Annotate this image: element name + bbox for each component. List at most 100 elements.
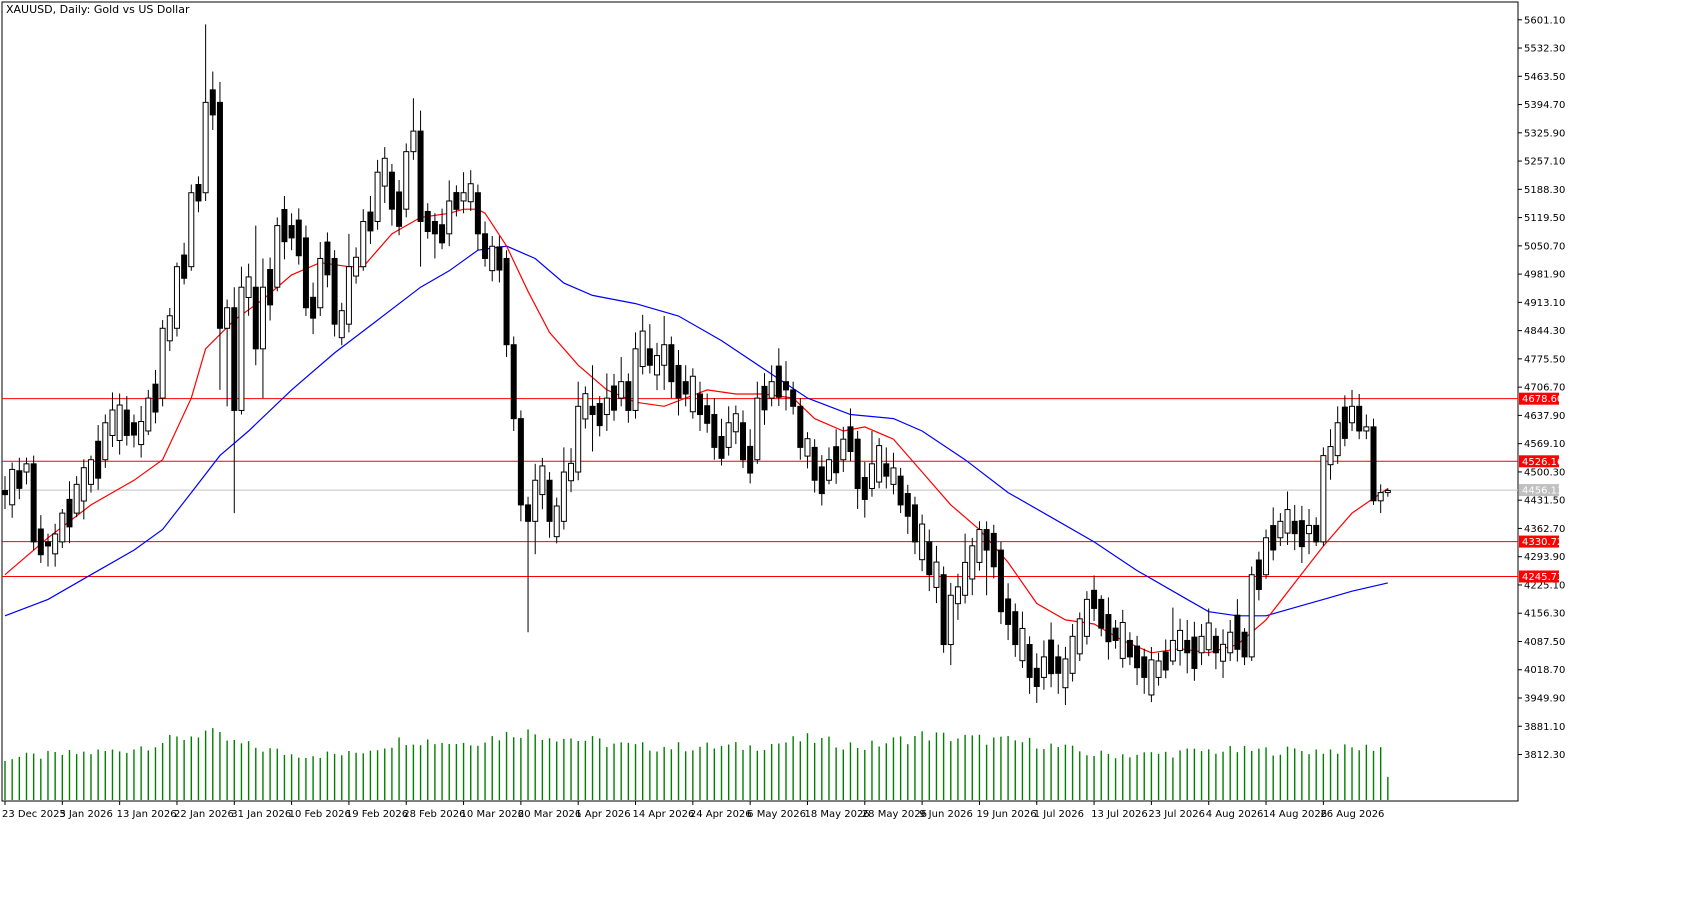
candle-bear [1048,639,1055,675]
candle-bull [274,225,281,288]
price-tick-label: 5325.90 [1524,128,1565,139]
candle-bear [496,246,503,271]
candle-bull [338,310,345,339]
price-tag-label: 4245.73 [1522,572,1563,583]
candle-bear [195,184,202,202]
candle-bear [1091,589,1098,609]
date-tick-label: 22 Jan 2026 [174,809,234,820]
date-tick-label: 13 Jan 2026 [117,809,177,820]
candle-bear [1234,614,1241,650]
price-tag-label: 4330.72 [1522,537,1563,548]
candle-bear [682,381,689,395]
candle-bear [1112,627,1119,641]
candle-bear [181,254,188,279]
price-tick-label: 5463.50 [1524,72,1565,83]
candle-bear [281,208,288,243]
date-tick-label: 20 Mar 2026 [518,809,581,820]
candle-bear [431,220,438,235]
candle-bear [589,405,596,416]
candle-bull [80,467,87,502]
candle-bull [732,413,739,433]
candle-bull [1327,446,1334,466]
candle-bull [259,286,266,350]
current-price-label: 4456.13 [1522,486,1563,497]
candle-bear [1370,426,1377,502]
candle-bear [940,574,947,646]
candle-bull [689,375,696,413]
price-tick-label: 4913.10 [1524,298,1565,309]
candle-bull [1349,405,1356,424]
candle-bear [367,211,374,232]
candle-bear [739,422,746,461]
candle-bear [1098,598,1105,629]
date-tick-label: 24 Apr 2026 [690,809,752,820]
candle-bull [1169,639,1176,662]
candle-bull [1334,422,1341,457]
date-tick-label: 1 Jul 2026 [1034,809,1084,820]
candle-bear [911,504,918,543]
candle-bear [718,435,725,459]
candle-bull [575,405,582,473]
candle-bear [1184,639,1191,654]
candle-bull [460,192,467,202]
candle-bull [166,315,173,342]
candle-bear [1126,639,1133,658]
price-tick-label: 4225.10 [1524,580,1565,591]
date-tick-label: 4 Aug 2026 [1206,809,1264,820]
candle-bull [1248,574,1255,658]
price-tick-label: 3812.30 [1524,750,1565,761]
candle-bull [1062,658,1069,689]
candle-bull [768,381,775,399]
candle-bear [302,237,309,309]
date-tick-label: 23 Dec 2025 [2,809,66,820]
candle-bull [532,479,539,522]
candle-bear [453,192,460,210]
candle-bear [1005,598,1012,625]
chart-title: XAUUSD, Daily: Gold vs US Dollar [6,3,190,16]
candle-bear [252,286,259,350]
plot-frame [1,1,1519,802]
candle-bull [403,151,410,210]
candle-bear [37,528,44,556]
price-tick-label: 4018.70 [1524,665,1565,676]
candle-bear [983,529,990,551]
candle-bear [95,440,102,479]
price-tick-label: 5119.50 [1524,213,1565,224]
price-tick-label: 4569.10 [1524,439,1565,450]
candle-bear [854,438,861,489]
price-tick-label: 5601.10 [1524,15,1565,26]
candle-bull [1306,524,1313,535]
candle-bear [668,344,675,383]
candle-bear [1191,636,1198,669]
candle-bear [482,233,489,259]
candle-bull [825,459,832,481]
date-tick-label: 14 Aug 2026 [1263,809,1327,820]
candle-bear [904,493,911,517]
candle-bull [1198,635,1205,654]
price-tick-label: 4431.50 [1524,496,1565,507]
candle-bear [1134,645,1141,669]
candle-bear [926,541,933,576]
date-tick-label: 31 Jan 2026 [231,809,291,820]
candle-bull [560,471,567,522]
candle-bear [1026,644,1033,678]
date-tick-label: 6 May 2026 [747,809,806,820]
date-tick-label: 18 May 2026 [804,809,869,820]
candle-bull [1363,426,1370,432]
candle-bear [152,383,159,413]
candle-bull [202,101,209,194]
candle-bear [997,549,1004,613]
candle-bear [761,385,768,411]
candle-bull [618,381,625,399]
candle-bull [467,183,474,203]
candle-bull [410,130,417,153]
candle-bear [331,257,338,325]
candle-bull [374,171,381,222]
candle-bear [2,490,8,496]
date-tick-label: 28 May 2026 [862,809,927,820]
candle-bull [639,330,646,368]
candle-bull [962,561,969,596]
candle-bear [44,541,51,547]
